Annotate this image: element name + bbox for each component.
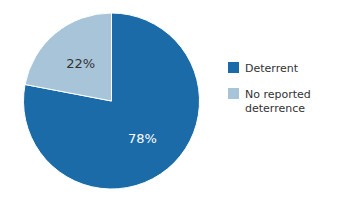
chart: 78% 22% Deterrent No reporteddeterrence (0, 0, 350, 202)
legend-swatch (228, 88, 239, 99)
slices (24, 13, 200, 189)
legend-label: No reporteddeterrence (245, 88, 311, 115)
data-label: 78% (128, 131, 157, 146)
data-label: 22% (66, 56, 95, 71)
pie-slice (24, 13, 200, 189)
slice-labels: 78% 22% (66, 56, 157, 146)
legend-label: Deterrent (245, 62, 299, 75)
legend-swatch (228, 62, 239, 73)
legend: Deterrent No reporteddeterrence (228, 62, 311, 115)
pie-slice (25, 13, 111, 101)
chart-container: 78% 22% Deterrent No reporteddeterrence (0, 0, 350, 202)
